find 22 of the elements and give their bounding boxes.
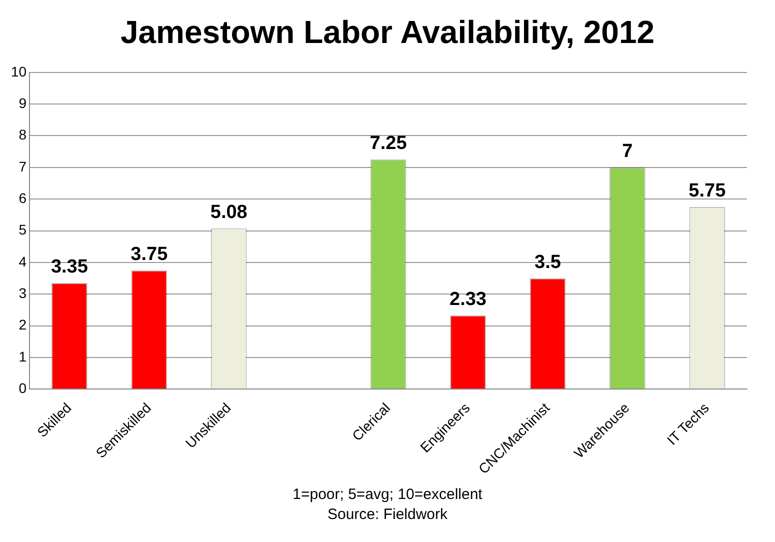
y-tick-label: 7 xyxy=(18,158,27,174)
data-label: 3.35 xyxy=(50,256,88,278)
y-tick-label: 8 xyxy=(18,126,27,143)
source-note: Source: Fieldwork xyxy=(326,505,449,525)
y-tick-label: 5 xyxy=(18,222,27,238)
y-tick-label: 9 xyxy=(18,94,27,111)
y-tick-label: 3 xyxy=(18,284,27,301)
data-label: 3.75 xyxy=(130,244,168,266)
y-tick-label: 10 xyxy=(10,63,27,80)
data-label: 5.08 xyxy=(210,202,248,223)
y-tick-label: 1 xyxy=(18,348,27,364)
y-tick-label: 4 xyxy=(18,253,27,270)
data-label: 3.5 xyxy=(534,252,562,273)
data-label: 2.33 xyxy=(450,289,486,310)
data-label: 7 xyxy=(622,141,633,162)
chart-title: Jamestown Labor Availability, 2012 xyxy=(119,13,656,52)
y-tick-label: 2 xyxy=(18,316,27,333)
data-label: 5.75 xyxy=(688,180,726,202)
y-tick-label: 6 xyxy=(18,190,27,206)
data-label: 7.25 xyxy=(370,133,408,154)
y-tick-label: 0 xyxy=(18,380,27,396)
text: 1=poor; 5=avg; 10=excellent xyxy=(292,485,484,505)
